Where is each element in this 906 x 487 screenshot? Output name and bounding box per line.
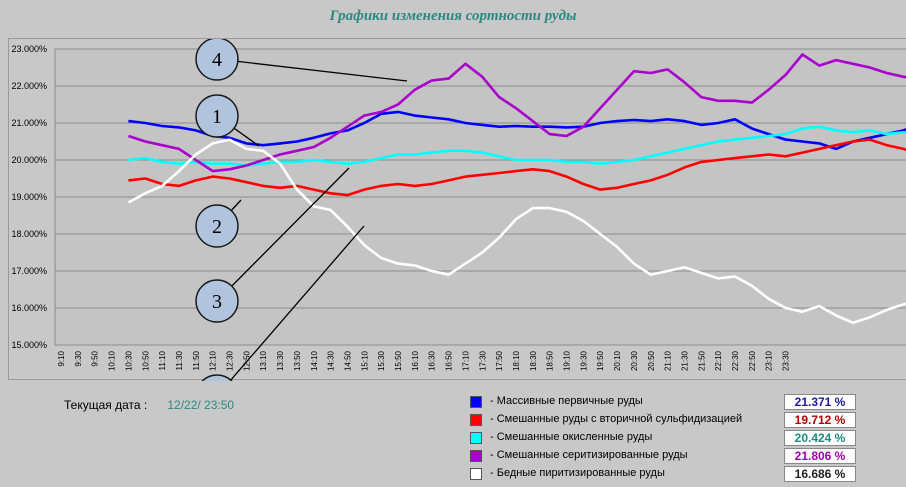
plot-frame: 15.000% 16.000% 17.000% 18.000% 19.000% 20.00…	[8, 38, 906, 381]
legend-row: - Смешанные руды с вторичной сульфидизац…	[470, 412, 906, 430]
x-tick-label: 20:10	[613, 350, 622, 371]
legend-label: - Бедные пиритизированные руды	[490, 467, 665, 479]
legend-value: 16.686 %	[784, 466, 856, 482]
callout-leader	[229, 225, 365, 381]
series-line	[127, 138, 906, 325]
legend-value: 21.371 %	[784, 394, 856, 410]
y-tick-label: 22.000%	[11, 81, 47, 91]
x-tick-label: 23:30	[782, 350, 791, 371]
x-tick-label: 18:10	[512, 350, 521, 371]
x-tick-label: 16:10	[411, 350, 420, 371]
series-line	[128, 125, 906, 167]
x-tick-label: 14:30	[327, 350, 336, 371]
current-date-value: 12/22/ 23:50	[167, 398, 235, 412]
line-chart: 15.000% 16.000% 17.000% 18.000% 19.000% 20.00…	[11, 39, 906, 381]
legend-label: - Смешанные серитизированные руды	[490, 449, 688, 461]
callout-label: 4	[212, 49, 222, 71]
callout-label: 3	[212, 291, 222, 313]
legend-label: - Смешанные окисленные руды	[490, 431, 653, 443]
series-line	[128, 110, 906, 151]
callout-leader	[216, 58, 408, 82]
x-tick-label: 11:30	[175, 350, 184, 370]
callout-circle	[195, 204, 239, 248]
current-date-label: Текущая дата :	[64, 398, 148, 412]
x-tick-label: 18:30	[529, 350, 538, 371]
x-tick-label: 11:50	[192, 350, 201, 370]
x-tick-label: 19:50	[596, 350, 605, 371]
y-tick-label: 15.000%	[11, 340, 47, 350]
legend-swatch	[470, 414, 482, 426]
y-tick-label: 19.000%	[11, 192, 47, 202]
series-line	[127, 53, 906, 173]
callout-circle	[195, 94, 239, 138]
callout-circle	[195, 39, 239, 81]
x-tick-label: 10:30	[124, 350, 133, 371]
x-tick-label: 15:50	[394, 350, 403, 371]
legend-value: 21.806 %	[784, 448, 856, 464]
y-tick-label: 16.000%	[11, 303, 47, 313]
x-tick-label: 10:50	[141, 350, 150, 371]
x-tick-label: 20:50	[647, 350, 656, 371]
x-tick-label: 11:10	[158, 350, 167, 370]
x-tick-label: 13:50	[293, 350, 302, 371]
x-tick-label: 14:10	[310, 350, 319, 371]
legend-swatch	[470, 450, 482, 462]
callout-label: 1	[212, 106, 222, 128]
series-line	[128, 138, 906, 197]
x-tick-label: 19:10	[563, 350, 572, 371]
x-tick-label: 16:50	[445, 350, 454, 371]
legend-swatch	[470, 432, 482, 444]
x-tick-label: 21:10	[664, 350, 673, 371]
legend-row: - Массивные первичные руды 21.371 %	[470, 394, 906, 412]
legend-value: 20.424 %	[784, 430, 856, 446]
y-tick-label: 20.000%	[11, 155, 47, 165]
legend-row: - Смешанные серитизированные руды 21.806…	[470, 448, 906, 466]
x-tick-label: 20:30	[630, 350, 639, 371]
x-tick-label: 10:10	[108, 350, 117, 371]
callout-circle	[201, 374, 233, 381]
y-tick-label: 18.000%	[11, 229, 47, 239]
chart-title: Графики изменения сортности руды	[329, 8, 577, 24]
legend-value: 19.712 %	[784, 412, 856, 428]
x-tick-label: 13:10	[259, 350, 268, 371]
callout-leader	[216, 167, 350, 302]
legend-swatch	[470, 396, 482, 408]
x-tick-label: 21:30	[680, 350, 689, 371]
legend-row: - Бедные пиритизированные руды 16.686 %	[470, 466, 906, 484]
x-tick-label: 21:50	[697, 350, 706, 371]
x-tick-label: 17:30	[478, 350, 487, 371]
x-tick-label: 9:30	[74, 350, 83, 366]
callout-label: 2	[212, 216, 222, 238]
x-tick-label: 12:10	[209, 350, 218, 371]
x-tick-label: 15:10	[360, 350, 369, 371]
x-tick-label: 22:30	[731, 350, 740, 371]
legend-label: - Массивные первичные руды	[490, 395, 643, 407]
x-tick-label: 9:10	[57, 350, 66, 366]
y-tick-label: 23.000%	[11, 44, 47, 54]
legend-swatch	[470, 468, 482, 480]
legend-row: - Смешанные окисленные руды 20.424 %	[470, 430, 906, 448]
current-date-row: Текущая дата : 12/22/ 23:50	[64, 398, 234, 412]
x-tick-label: 22:50	[748, 350, 757, 371]
x-tick-label: 19:30	[579, 350, 588, 371]
legend-label: - Смешанные руды с вторичной сульфидизац…	[490, 413, 743, 425]
x-tick-label: 23:10	[765, 350, 774, 371]
callout-circle	[195, 279, 239, 323]
x-tick-label: 12:30	[226, 350, 235, 371]
x-tick-label: 17:50	[495, 350, 504, 371]
y-tick-label: 17.000%	[11, 266, 47, 276]
x-tick-label: 17:10	[461, 350, 470, 371]
x-tick-label: 16:30	[428, 350, 437, 371]
x-tick-label: 14:50	[343, 350, 352, 371]
x-tick-label: 13:30	[276, 350, 285, 371]
x-tick-label: 15:30	[377, 350, 386, 371]
x-tick-label: 18:50	[546, 350, 555, 371]
y-tick-label: 21.000%	[11, 118, 47, 128]
x-tick-label: 22:10	[714, 350, 723, 371]
x-tick-label: 9:50	[91, 350, 100, 366]
